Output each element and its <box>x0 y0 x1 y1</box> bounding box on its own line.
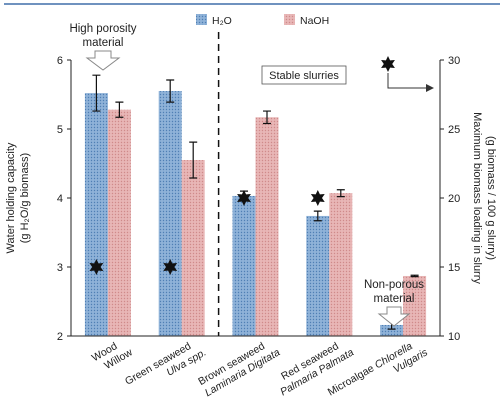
legend-label-h2o: H₂O <box>212 15 232 27</box>
bar-naoh-2 <box>256 117 279 336</box>
y-axis-label-units: (g H₂O/g biomass) <box>19 153 31 243</box>
bar-naoh-1 <box>182 160 205 336</box>
y-axis-label-line2: (g H₂O/g biomass) <box>19 153 31 243</box>
y2-tick-label: 30 <box>448 55 460 67</box>
right-axis-pointer-arrow <box>388 73 432 88</box>
high-porosity-annotation: High porosity material <box>69 23 136 70</box>
y-ticks-left: 2 3 4 5 6 <box>57 55 71 343</box>
stable-slurries-text: Stable slurries <box>269 70 339 82</box>
bar-h2o-0 <box>85 93 108 336</box>
x-tick-label-1: Green seaweedUlva spp. <box>123 335 208 399</box>
bar-naoh-3 <box>329 193 352 336</box>
x-tick-label-2: Brown seaweedLaminaria Digitata <box>196 335 282 399</box>
non-porous-text-line1: Non-porous <box>364 279 424 291</box>
y-tick-label: 2 <box>57 331 63 343</box>
y-axis-label-line1: Water holding capacity <box>5 142 17 253</box>
bar-h2o-1 <box>159 91 182 336</box>
y2-axis-label-line2: (g biomass / 100 g slurry) <box>485 136 497 260</box>
loading-marker-star-icon-3 <box>311 190 325 206</box>
y2-tick-label: 15 <box>448 262 460 274</box>
y-ticks-right: 10 15 20 25 30 <box>440 55 460 343</box>
legend-swatch-naoh <box>284 14 295 25</box>
y2-tick-label: 20 <box>448 193 460 205</box>
bar-h2o-2 <box>233 196 256 336</box>
bar-naoh-0 <box>108 110 131 336</box>
y-tick-label: 4 <box>57 193 63 205</box>
y2-axis-label-line1: Maximum biomass loading in slurry <box>471 112 483 284</box>
star-icon <box>381 56 395 72</box>
high-porosity-text-line2: material <box>83 37 124 49</box>
y-axis-label: Water holding capacity <box>5 142 17 253</box>
legend: H₂O NaOH <box>196 14 329 27</box>
y-tick-label: 6 <box>57 55 63 67</box>
y2-tick-label: 10 <box>448 331 460 343</box>
non-porous-text-line2: material <box>374 293 415 305</box>
legend-label-naoh: NaOH <box>300 15 329 27</box>
y-tick-label: 3 <box>57 262 63 274</box>
bar-h2o-3 <box>306 216 329 336</box>
loading-legend-marker <box>381 56 432 88</box>
y-tick-label: 5 <box>57 124 63 136</box>
high-porosity-arrow-icon <box>87 51 119 70</box>
high-porosity-text-line1: High porosity <box>69 23 136 35</box>
legend-swatch-h2o <box>196 14 207 25</box>
x-tick-label-4: Microalgae ChlorellaVulgaris <box>326 335 431 409</box>
y2-axis-label-units: (g biomass / 100 g slurry) <box>485 136 497 260</box>
y2-axis-label: Maximum biomass loading in slurry <box>471 112 483 284</box>
stable-slurries-annotation: Stable slurries <box>262 66 346 84</box>
y2-tick-label: 25 <box>448 124 460 136</box>
x-tick-label-0: WoodWillow <box>90 335 135 375</box>
